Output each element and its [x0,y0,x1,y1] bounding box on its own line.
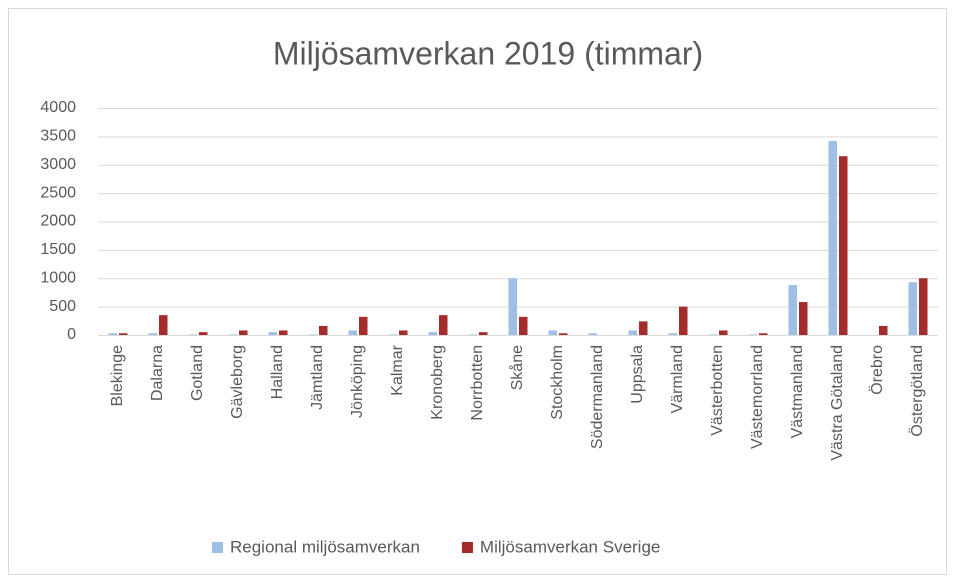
bar [748,334,757,335]
bar [719,330,728,335]
y-tick-label: 3000 [40,156,76,173]
x-tick-label: Västra Götaland [829,345,846,461]
x-tick-label: Kalmar [389,344,406,395]
bar [519,316,528,335]
y-tick-label: 1000 [40,269,76,286]
x-tick-label: Skåne [508,345,526,390]
x-tick-label: Jönköping [349,345,366,418]
y-tick-label: 0 [67,326,76,343]
x-tick-label: Västmanland [789,345,806,438]
legend-label: Regional miljösamverkan [230,537,420,556]
x-tick-label: Kronoberg [429,345,446,420]
bar [548,330,557,335]
bar [828,140,837,335]
bar [399,330,408,335]
x-tick-label: Blekinge [109,345,126,406]
y-tick-label: 500 [49,298,76,315]
y-tick-label: 4000 [40,99,76,116]
bar [919,278,928,335]
bar [908,282,917,335]
x-tick-label: Halland [269,345,286,399]
bar [788,285,797,335]
x-tick-label: Västerbotten [709,345,726,436]
x-tick-label: Värmland [669,345,686,413]
bar [799,302,808,335]
x-tick-label: Östergötland [908,345,926,437]
x-tick-label: Gävleborg [229,345,246,419]
bar [479,332,488,335]
chart-frame [8,8,947,575]
x-tick-label: Västemorrland [749,345,766,449]
bar [668,333,677,335]
bar [879,325,888,335]
bar [359,316,368,335]
bar [308,334,317,335]
bar [239,330,248,335]
legend-label: Miljösamverkan Sverige [480,537,660,556]
bar [228,334,237,335]
x-tick-label: Dalarna [149,345,166,401]
x-tick-label: Södermanland [589,345,606,449]
bar [199,332,208,335]
bar [319,325,328,335]
bar [428,332,437,335]
bar [708,334,717,335]
bar [148,333,157,335]
bar [839,156,848,335]
bar [628,330,637,335]
bar [508,278,517,335]
bar [159,315,168,335]
bar [468,334,477,335]
bar [348,330,357,335]
x-tick-label: Norrbotten [469,345,486,421]
bar [119,333,128,335]
bar [679,306,688,335]
bar [188,334,197,335]
legend-swatch [212,542,223,553]
bar [759,333,768,335]
bar [388,334,397,335]
y-tick-label: 2500 [40,184,76,201]
x-tick-label: Uppsala [629,345,646,404]
bar [439,315,448,335]
bar [639,321,648,335]
y-tick-label: 1500 [40,241,76,258]
bar [279,330,288,335]
bar [559,333,568,335]
legend-swatch [461,542,473,553]
x-tick-label: Stockholm [549,345,566,420]
bar [268,332,277,335]
x-tick-label: Örebro [868,345,886,395]
bar [108,333,117,335]
x-tick-label: Gotland [189,345,206,401]
y-tick-label: 3500 [40,128,76,145]
y-tick-label: 2000 [40,213,76,230]
chart-title: Miljösamverkan 2019 (timmar) [273,35,703,71]
bar [588,333,597,335]
x-tick-label: Jämtland [309,345,326,410]
